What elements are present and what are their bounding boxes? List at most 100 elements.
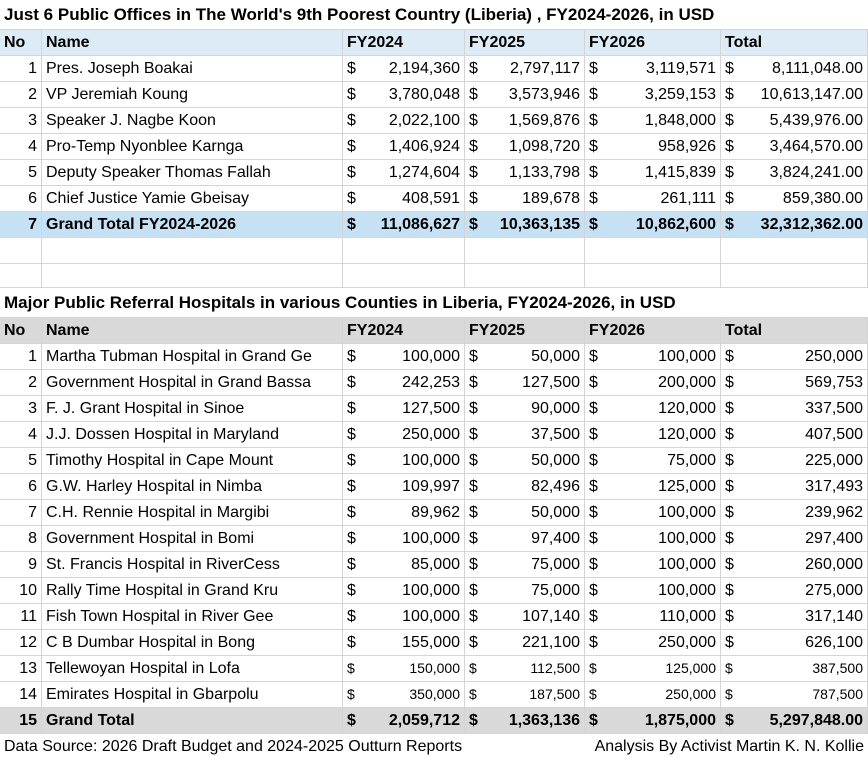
amount-cell: $250,000 <box>343 422 465 448</box>
column-header: Name <box>42 30 343 56</box>
amount: 90,000 <box>531 400 580 417</box>
amount: 187,500 <box>529 686 580 702</box>
amount: 75,000 <box>667 452 716 469</box>
amount-cell: $150,000 <box>343 656 465 682</box>
amount-cell: $100,000 <box>343 344 465 370</box>
amount: 127,500 <box>522 374 580 391</box>
row-name: F. J. Grant Hospital in Sinoe <box>42 396 343 422</box>
amount: 32,312,362.00 <box>760 216 863 233</box>
column-header: Total <box>721 30 868 56</box>
currency-symbol: $ <box>589 400 598 417</box>
currency-symbol: $ <box>469 190 478 207</box>
currency-symbol: $ <box>469 504 478 521</box>
amount: 75,000 <box>531 556 580 573</box>
amount-cell: $408,591 <box>343 186 465 212</box>
row-number: 10 <box>0 578 42 604</box>
amount-cell: $242,253 <box>343 370 465 396</box>
empty-cell <box>721 238 868 264</box>
amount-cell: $569,753 <box>721 370 868 396</box>
currency-symbol: $ <box>725 712 734 729</box>
amount: 3,824,241.00 <box>769 164 863 181</box>
amount: 1,848,000 <box>644 112 716 129</box>
amount-cell: $1,415,839 <box>585 160 721 186</box>
empty-cell <box>0 238 42 264</box>
column-header: No <box>0 318 42 344</box>
amount-cell: $100,000 <box>585 500 721 526</box>
amount: 408,591 <box>402 190 460 207</box>
currency-symbol: $ <box>725 86 734 103</box>
amount: 120,000 <box>658 400 716 417</box>
column-header: FY2024 <box>343 318 465 344</box>
amount-cell: $100,000 <box>343 604 465 630</box>
amount-cell: $155,000 <box>343 630 465 656</box>
currency-symbol: $ <box>347 426 356 443</box>
amount: 112,500 <box>530 660 580 676</box>
amount: 958,926 <box>658 138 716 155</box>
currency-symbol: $ <box>469 634 478 651</box>
row-number: 12 <box>0 630 42 656</box>
currency-symbol: $ <box>347 530 356 547</box>
row-number: 1 <box>0 56 42 82</box>
currency-symbol: $ <box>725 582 734 599</box>
amount-cell: $127,500 <box>343 396 465 422</box>
currency-symbol: $ <box>589 634 598 651</box>
amount-cell: $337,500 <box>721 396 868 422</box>
amount: 2,022,100 <box>388 112 460 129</box>
amount-cell: $3,780,048 <box>343 82 465 108</box>
amount: 1,406,924 <box>388 138 460 155</box>
amount: 120,000 <box>658 426 716 443</box>
amount-cell: $239,962 <box>721 500 868 526</box>
currency-symbol: $ <box>469 582 478 599</box>
amount-cell: $261,111 <box>585 186 721 212</box>
data-source: Data Source: 2026 Draft Budget and 2024-… <box>4 738 463 755</box>
amount-cell: $50,000 <box>465 344 585 370</box>
amount: 10,613,147.00 <box>760 86 863 103</box>
column-header: Name <box>42 318 343 344</box>
amount-cell: $90,000 <box>465 396 585 422</box>
currency-symbol: $ <box>347 190 356 207</box>
empty-cell <box>585 264 721 288</box>
amount: 1,098,720 <box>508 138 580 155</box>
amount-cell: $10,363,135 <box>465 212 585 238</box>
currency-symbol: $ <box>469 374 478 391</box>
amount: 110,000 <box>659 608 716 625</box>
currency-symbol: $ <box>725 452 734 469</box>
amount-cell: $82,496 <box>465 474 585 500</box>
currency-symbol: $ <box>347 634 356 651</box>
currency-symbol: $ <box>725 190 734 207</box>
empty-cell <box>42 238 343 264</box>
currency-symbol: $ <box>347 478 356 495</box>
amount: 100,000 <box>402 530 460 547</box>
column-header: FY2024 <box>343 30 465 56</box>
amount: 1,875,000 <box>644 712 716 729</box>
amount: 89,962 <box>411 504 460 521</box>
currency-symbol: $ <box>725 400 734 417</box>
row-number: 4 <box>0 134 42 160</box>
row-number: 6 <box>0 474 42 500</box>
currency-symbol: $ <box>347 504 356 521</box>
amount: 97,400 <box>531 530 580 547</box>
amount: 127,500 <box>402 400 460 417</box>
amount-cell: $250,000 <box>585 682 721 708</box>
currency-symbol: $ <box>469 426 478 443</box>
amount-cell: $297,400 <box>721 526 868 552</box>
amount-cell: $10,613,147.00 <box>721 82 868 108</box>
amount-cell: $100,000 <box>343 578 465 604</box>
amount-cell: $75,000 <box>465 552 585 578</box>
currency-symbol: $ <box>469 712 478 729</box>
currency-symbol: $ <box>725 374 734 391</box>
currency-symbol: $ <box>469 452 478 469</box>
amount: 11,086,627 <box>380 216 460 233</box>
empty-cell <box>42 264 343 288</box>
amount: 10,363,135 <box>499 216 580 233</box>
amount-cell: $110,000 <box>585 604 721 630</box>
currency-symbol: $ <box>589 112 598 129</box>
currency-symbol: $ <box>725 426 734 443</box>
amount-cell: $1,569,876 <box>465 108 585 134</box>
currency-symbol: $ <box>469 164 478 181</box>
amount-cell: $3,464,570.00 <box>721 134 868 160</box>
amount: 1,274,604 <box>388 164 460 181</box>
amount-cell: $2,797,117 <box>465 56 585 82</box>
amount-cell: $89,962 <box>343 500 465 526</box>
amount-cell: $100,000 <box>585 526 721 552</box>
